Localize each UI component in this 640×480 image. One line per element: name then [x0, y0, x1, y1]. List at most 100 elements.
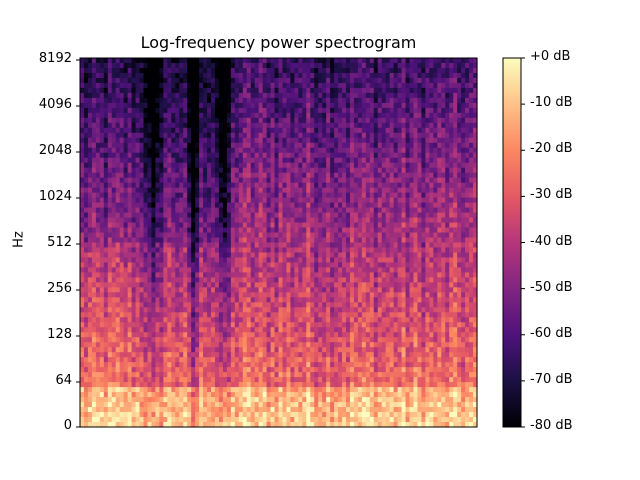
heatmap-cell: [258, 257, 264, 264]
heatmap-cell: [131, 272, 137, 279]
heatmap-cell: [286, 97, 292, 104]
heatmap-cell: [159, 147, 164, 154]
heatmap-cell: [361, 207, 367, 214]
heatmap-cell: [103, 237, 109, 244]
heatmap-cell: [159, 292, 164, 298]
heatmap-cell: [183, 122, 188, 129]
heatmap-cell: [338, 267, 343, 274]
heatmap-cell: [310, 117, 315, 124]
heatmap-cell: [123, 142, 129, 149]
heatmap-cell: [385, 227, 391, 234]
heatmap-cell: [242, 117, 248, 124]
heatmap-cell: [143, 277, 149, 283]
heatmap-cell: [322, 132, 327, 139]
heatmap-cell: [405, 237, 411, 244]
heatmap-cell: [433, 127, 438, 134]
heatmap-cell: [421, 58, 426, 64]
heatmap-cell: [286, 222, 292, 229]
heatmap-cell: [195, 97, 200, 104]
heatmap-cell: [417, 142, 423, 149]
heatmap-cell: [234, 262, 240, 269]
heatmap-cell: [274, 177, 280, 184]
heatmap-cell: [389, 67, 395, 74]
heatmap-cell: [171, 262, 176, 269]
heatmap-cell: [342, 72, 347, 79]
heatmap-cell: [87, 222, 93, 229]
heatmap-cell: [238, 247, 244, 254]
heatmap-cell: [441, 97, 446, 104]
heatmap-cell: [310, 182, 315, 189]
heatmap-cell: [449, 157, 454, 164]
heatmap-cell: [99, 102, 105, 109]
heatmap-cell: [338, 172, 343, 179]
heatmap-cell: [254, 67, 260, 74]
heatmap-cell: [421, 197, 426, 204]
heatmap-cell: [250, 272, 256, 279]
heatmap-cell: [345, 192, 351, 199]
heatmap-cell: [421, 227, 426, 234]
heatmap-cell: [83, 132, 89, 139]
heatmap-cell: [294, 217, 299, 224]
heatmap-cell: [338, 227, 343, 234]
heatmap-cell: [254, 162, 260, 169]
heatmap-cell: [191, 217, 196, 224]
heatmap-cell: [357, 267, 363, 274]
heatmap-cell: [425, 272, 430, 279]
heatmap-cell: [199, 67, 204, 74]
heatmap-cell: [373, 112, 379, 119]
heatmap-cell: [461, 222, 466, 229]
heatmap-cell: [183, 58, 188, 64]
heatmap-cell: [290, 102, 295, 109]
heatmap-cell: [381, 157, 387, 164]
heatmap-cell: [393, 262, 399, 269]
heatmap-cell: [214, 212, 220, 219]
heatmap-cell: [381, 177, 387, 184]
heatmap-cell: [278, 297, 284, 303]
heatmap-cell: [171, 297, 176, 303]
heatmap-cell: [302, 58, 307, 64]
heatmap-cell: [95, 257, 101, 264]
heatmap-cell: [163, 257, 168, 264]
heatmap-cell: [433, 152, 438, 159]
heatmap-cell: [95, 117, 101, 124]
heatmap-cell: [83, 232, 89, 239]
heatmap-cell: [449, 187, 454, 194]
heatmap-cell: [377, 157, 383, 164]
heatmap-cell: [338, 187, 343, 194]
heatmap-cell: [445, 127, 450, 134]
heatmap-cell: [270, 202, 276, 209]
heatmap-cell: [318, 112, 323, 119]
heatmap-cell: [322, 142, 327, 149]
heatmap-cell: [473, 152, 478, 159]
heatmap-cell: [282, 222, 288, 229]
heatmap-cell: [83, 72, 89, 79]
heatmap-cell: [361, 242, 367, 249]
heatmap-cell: [377, 232, 383, 239]
heatmap-cell: [218, 272, 224, 279]
heatmap-cell: [179, 127, 184, 134]
heatmap-cell: [282, 72, 288, 79]
heatmap-cell: [214, 92, 220, 99]
heatmap-cell: [163, 292, 168, 298]
heatmap-cell: [127, 147, 133, 154]
heatmap-cell: [302, 167, 307, 174]
heatmap-cell: [469, 262, 474, 269]
heatmap-cell: [151, 137, 157, 144]
heatmap-cell: [353, 212, 359, 219]
heatmap-cell: [413, 92, 419, 99]
heatmap-cell: [258, 297, 264, 303]
heatmap-cell: [330, 82, 335, 89]
heatmap-cell: [326, 282, 331, 288]
heatmap-cell: [405, 72, 411, 79]
heatmap-cell: [349, 147, 355, 154]
heatmap-cell: [214, 277, 220, 283]
heatmap-cell: [246, 77, 252, 84]
heatmap-cell: [417, 242, 423, 249]
heatmap-cell: [322, 232, 327, 239]
heatmap-cell: [286, 277, 292, 283]
heatmap-cell: [80, 232, 85, 239]
heatmap-cell: [250, 242, 256, 249]
heatmap-cell: [349, 217, 355, 224]
heatmap-cell: [107, 92, 113, 99]
heatmap-cell: [155, 292, 160, 298]
